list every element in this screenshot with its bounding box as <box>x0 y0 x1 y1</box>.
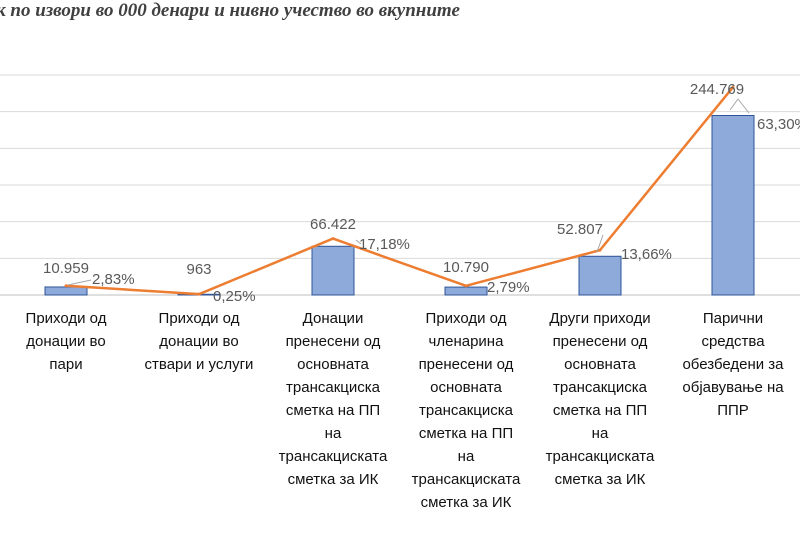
category-label-line: членарина <box>428 333 504 350</box>
category-label: Приходи од членарина пренесени од основната… <box>402 307 530 514</box>
line-point <box>598 248 602 252</box>
category-label-line: трансакциска <box>286 379 380 396</box>
line-point <box>331 237 335 241</box>
bar-value-label: 52.807 <box>557 221 603 238</box>
bar-value-label: 10.959 <box>43 260 89 277</box>
category-label-line: трансакциска <box>553 379 647 396</box>
category-label-line: трансакциската <box>411 471 521 488</box>
label-leader <box>67 279 92 286</box>
category-label-line: основната <box>564 356 636 373</box>
category-label-line: пренесени од <box>552 333 648 350</box>
category-label-line: ППР <box>717 402 749 419</box>
category-label-line: ствари и услуги <box>144 356 254 373</box>
category-label-line: трансакциската <box>278 448 388 465</box>
category-label-line: донации во <box>159 333 239 350</box>
line-series <box>64 85 735 296</box>
data-labels: 10.959 963 66.422 10.790 52.807 244.769 2,83% 0… <box>43 81 800 305</box>
gridlines <box>0 74 800 296</box>
line-point <box>64 284 68 288</box>
bar-value-label: 244.769 <box>690 81 744 98</box>
category-label-line: пренесени од <box>418 356 514 373</box>
line-value-label: 2,83% <box>92 271 135 288</box>
category-label-line: на <box>457 448 475 465</box>
chart-title: к по извори во 000 денари и нивно учеств… <box>0 0 460 21</box>
series-line <box>65 86 734 296</box>
line-value-label: 0,25% <box>213 288 256 305</box>
category-label-line: трансакциската <box>545 448 655 465</box>
bar <box>311 245 355 296</box>
bar-value-label: 10.790 <box>443 259 489 276</box>
category-label-line: на <box>591 425 609 442</box>
category-label-line: сметка за ИК <box>420 494 512 511</box>
label-leader <box>596 234 604 253</box>
category-label-line: сметка на ПП <box>418 425 514 442</box>
bar-value-label: 963 <box>186 261 211 278</box>
bar <box>44 286 88 296</box>
category-label-line: средства <box>701 333 765 350</box>
category-label-line: основната <box>297 356 369 373</box>
category-label-line: пренесени од <box>285 333 381 350</box>
category-label-line: сметка на ПП <box>552 402 648 419</box>
category-label-line: сметка на ПП <box>285 402 381 419</box>
category-label-line: Приходи од <box>425 310 507 327</box>
category-label-line: објавување на <box>682 379 784 396</box>
line-value-label: 17,18% <box>359 236 410 253</box>
category-label-line: Парични <box>702 310 764 327</box>
line-value-label: 2,79% <box>487 279 530 296</box>
category-label-line: Други приходи <box>549 310 651 327</box>
category-label: Приходи од донации во ствари и услуги <box>135 307 263 376</box>
category-label-line: пари <box>49 356 83 373</box>
bar <box>578 255 622 296</box>
bar-series <box>44 115 755 296</box>
bar-value-label: 66.422 <box>310 216 356 233</box>
line-point <box>197 292 201 296</box>
category-label-line: Приходи од <box>158 310 240 327</box>
category-label-line: трансакциска <box>419 402 513 419</box>
label-leader <box>729 98 739 111</box>
category-label-line: обезбедени за <box>682 356 784 373</box>
category-label: Други приходи пренесени од основната транса… <box>536 307 664 491</box>
category-label: Приходи од донации во пари <box>2 307 130 376</box>
category-label-line: донации во <box>26 333 106 350</box>
bar <box>444 286 488 296</box>
category-label-line: сметка за ИК <box>554 471 646 488</box>
category-label: Парични средства обезбедени за објавување н… <box>669 307 797 422</box>
label-leader <box>355 239 362 245</box>
line-value-label: 13,66% <box>621 246 672 263</box>
category-label: Донации пренесени од основната трансакциска… <box>269 307 397 491</box>
line-point <box>731 85 735 89</box>
category-label-line: Донации <box>302 310 364 327</box>
label-leader <box>737 98 750 114</box>
line-value-label: 63,30% <box>757 116 800 133</box>
category-label-line: на <box>324 425 342 442</box>
category-label-line: Приходи од <box>25 310 107 327</box>
bar <box>711 115 755 296</box>
category-label-line: основната <box>430 379 502 396</box>
line-point <box>464 284 468 288</box>
category-label-line: сметка за ИК <box>287 471 379 488</box>
